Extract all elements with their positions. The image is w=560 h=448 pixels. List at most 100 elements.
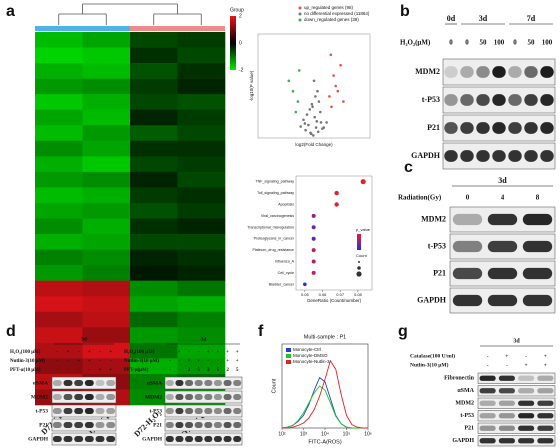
histogram-line bbox=[281, 385, 368, 429]
heatmap-cell bbox=[82, 109, 131, 126]
x-tick-label: 0.05 bbox=[301, 292, 310, 297]
histogram-line bbox=[282, 359, 368, 429]
heatmap-cell bbox=[35, 63, 83, 79]
heatmap-cell bbox=[35, 202, 83, 219]
enrichment-dot bbox=[334, 202, 339, 207]
volcano-point bbox=[316, 89, 319, 93]
heatmap-cell bbox=[35, 311, 83, 328]
condition-label: Nutlin-3(10 μM) bbox=[10, 359, 45, 364]
condition-value: - bbox=[188, 350, 190, 355]
protein-label: GAPDH bbox=[452, 438, 474, 444]
blot-band bbox=[106, 422, 116, 428]
blot-band bbox=[74, 408, 84, 414]
blot-band bbox=[95, 408, 105, 414]
heatmap-cell bbox=[82, 265, 131, 281]
blot-band bbox=[52, 422, 62, 428]
condition-value: + bbox=[525, 362, 528, 368]
blot-band bbox=[175, 422, 184, 428]
protein-label: GAPDH bbox=[417, 295, 447, 304]
blot-band bbox=[444, 94, 458, 106]
blot-strip bbox=[477, 422, 556, 434]
condition-value: + bbox=[226, 359, 229, 364]
volcano-point bbox=[314, 126, 318, 129]
volcano-point bbox=[317, 100, 321, 103]
condition-value: + bbox=[197, 359, 200, 364]
blot-band bbox=[204, 436, 213, 442]
blot-band bbox=[476, 150, 490, 162]
volcano-point bbox=[287, 79, 291, 83]
condition-value: 5 bbox=[236, 368, 239, 373]
blot-band bbox=[518, 400, 535, 406]
condition-value: 5 bbox=[217, 368, 220, 373]
protein-label: αSMA bbox=[457, 388, 474, 394]
condition-value: - bbox=[525, 353, 527, 359]
protein-label: t-P53 bbox=[149, 408, 162, 414]
blot-band bbox=[106, 408, 116, 414]
blot-band bbox=[213, 436, 222, 442]
x-tick-label: 10⁶ bbox=[364, 431, 372, 437]
protein-label: P21 bbox=[464, 426, 474, 432]
blot-strip bbox=[51, 418, 117, 432]
blot-band bbox=[95, 380, 105, 386]
blot-band bbox=[52, 408, 62, 414]
heatmap-cell bbox=[35, 327, 83, 344]
blot-strip bbox=[477, 372, 556, 384]
panel-label: b bbox=[400, 3, 410, 20]
blot-band bbox=[175, 408, 184, 414]
heatmap-cell bbox=[130, 311, 178, 328]
blot-band bbox=[233, 394, 242, 400]
blot-strip bbox=[51, 432, 117, 446]
blot-band bbox=[518, 375, 535, 381]
group-bar bbox=[35, 26, 83, 31]
heatmap-cell bbox=[177, 140, 226, 157]
pathway-label: Toll_signaling_pathway bbox=[257, 191, 294, 195]
heatmap-cell bbox=[82, 202, 131, 219]
blot-band bbox=[487, 240, 518, 253]
condition-label: H₂O₂(100 μM) bbox=[10, 350, 41, 355]
blot-band bbox=[537, 425, 554, 431]
enrichment-dot bbox=[311, 225, 316, 230]
heatmap-cell bbox=[130, 156, 178, 173]
blot-band bbox=[175, 394, 184, 400]
blot-band bbox=[492, 94, 506, 106]
condition-value: - bbox=[487, 362, 489, 368]
heatmap-cell bbox=[130, 218, 178, 235]
legend-label: Monocyte-DMSO bbox=[293, 353, 328, 358]
group-label: 3d bbox=[513, 338, 520, 344]
heatmap-cell bbox=[130, 63, 178, 79]
blot-strip bbox=[477, 385, 556, 397]
heatmap-cell bbox=[35, 280, 83, 297]
heatmap-cell bbox=[177, 63, 226, 79]
group-label: 0d bbox=[447, 14, 456, 23]
heatmap-cell bbox=[35, 32, 83, 48]
condition-value: - bbox=[198, 350, 200, 355]
blot-band bbox=[537, 375, 554, 381]
condition-value: 0 bbox=[513, 39, 517, 47]
heatmap-cell bbox=[177, 358, 226, 375]
colorbar-tick: 2 bbox=[239, 13, 242, 19]
heatmap-cell bbox=[177, 296, 226, 313]
blot-band bbox=[522, 294, 553, 307]
blot-band bbox=[444, 122, 458, 134]
blot-band bbox=[508, 94, 522, 106]
heatmap-cell bbox=[130, 171, 178, 188]
volcano-point bbox=[315, 120, 319, 123]
blot-band bbox=[223, 394, 232, 400]
pathway-label: Apoptosis bbox=[278, 202, 294, 206]
blot-band bbox=[233, 422, 242, 428]
blot-band bbox=[460, 150, 474, 162]
panel-label: c bbox=[404, 159, 413, 176]
volcano-point bbox=[336, 89, 340, 93]
heatmap-cell bbox=[130, 280, 178, 297]
blot-band bbox=[498, 425, 515, 431]
volcano-point bbox=[334, 84, 338, 88]
blot-band bbox=[194, 408, 203, 414]
plot-frame bbox=[281, 343, 369, 429]
blot-band bbox=[479, 438, 496, 444]
protein-label: MDM2 bbox=[455, 401, 474, 407]
volcano-point bbox=[339, 63, 342, 67]
heatmap-cell bbox=[130, 234, 178, 250]
volcano-point bbox=[312, 134, 315, 137]
blot-strip bbox=[164, 404, 243, 418]
size-legend bbox=[356, 271, 362, 277]
